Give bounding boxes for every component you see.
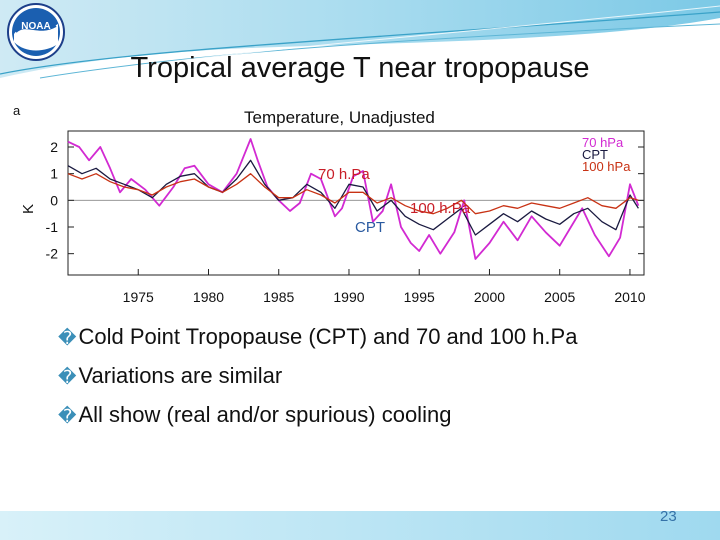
slide-title: Tropical average T near tropopause (130, 52, 590, 84)
series-line-cpt (67, 159, 639, 236)
y-tick-label: -2 (46, 246, 59, 262)
x-ticks: 1975 1980 1985 1990 1995 2000 2005 2010 (123, 269, 646, 305)
panel-letter: a (13, 103, 21, 118)
x-tick-label: 1985 (263, 289, 294, 305)
y-tick-label: 0 (50, 192, 58, 208)
temperature-chart: 2 1 0 -1 -2 1975 1980 1985 1990 1995 2000 2005 2010… (20, 130, 646, 305)
bullet-list: �Cold Point Tropopause (CPT) and 70 and … (58, 318, 577, 435)
chart-title: Temperature, Unadjusted (244, 108, 435, 127)
x-tick-label: 2000 (474, 289, 505, 305)
y-ticks: 2 1 0 -1 -2 (46, 139, 644, 262)
y-tick-label: 2 (50, 139, 58, 155)
y-tick-label: 1 (50, 166, 58, 182)
header-swoosh-2 (39, 23, 720, 79)
x-tick-label: 1975 (123, 289, 154, 305)
bullet-text: Variations are similar (78, 363, 283, 388)
bullet-item: �Variations are similar (58, 357, 577, 396)
header-swoosh-1 (0, 11, 720, 75)
y-tick-label: -1 (46, 219, 59, 235)
x-tick-label: 2005 (544, 289, 575, 305)
bullet-marker: � (58, 406, 77, 426)
plot-frame (67, 130, 645, 276)
header-swoosh-3 (119, 5, 720, 69)
annotation-100hpa: 100 h.Pa (410, 200, 471, 217)
series-line-70-hpa (67, 138, 640, 260)
bullet-item: �Cold Point Tropopause (CPT) and 70 and … (58, 318, 577, 357)
y-axis-label: K (20, 204, 37, 214)
legend-100hpa: 100 hPa (582, 159, 631, 174)
legend-70hpa: 70 hPa (582, 135, 624, 150)
bullet-text: Cold Point Tropopause (CPT) and 70 and 1… (78, 324, 578, 349)
header-wave (0, 0, 720, 78)
x-tick-label: 1995 (404, 289, 435, 305)
legend: 70 hPa CPT 100 hPa (582, 135, 631, 174)
noaa-logo-icon: NOAA (7, 3, 65, 61)
x-tick-label: 1980 (193, 289, 224, 305)
series-line-100-hpa (67, 173, 639, 215)
page-number: 23 (660, 508, 677, 525)
series-lines (67, 138, 640, 260)
annotation-70hpa: 70 h.Pa (318, 166, 370, 183)
footer-band (0, 511, 720, 540)
bullet-marker: � (58, 367, 77, 387)
x-tick-label: 1990 (333, 289, 364, 305)
bullet-marker: � (58, 328, 77, 348)
x-tick-label: 2010 (614, 289, 645, 305)
annotation-cpt: CPT (355, 219, 385, 236)
legend-cpt: CPT (582, 147, 608, 162)
bullet-item: �All show (real and/or spurious) cooling (58, 396, 577, 435)
bullet-text: All show (real and/or spurious) cooling (78, 402, 452, 427)
logo-text: NOAA (21, 21, 50, 32)
